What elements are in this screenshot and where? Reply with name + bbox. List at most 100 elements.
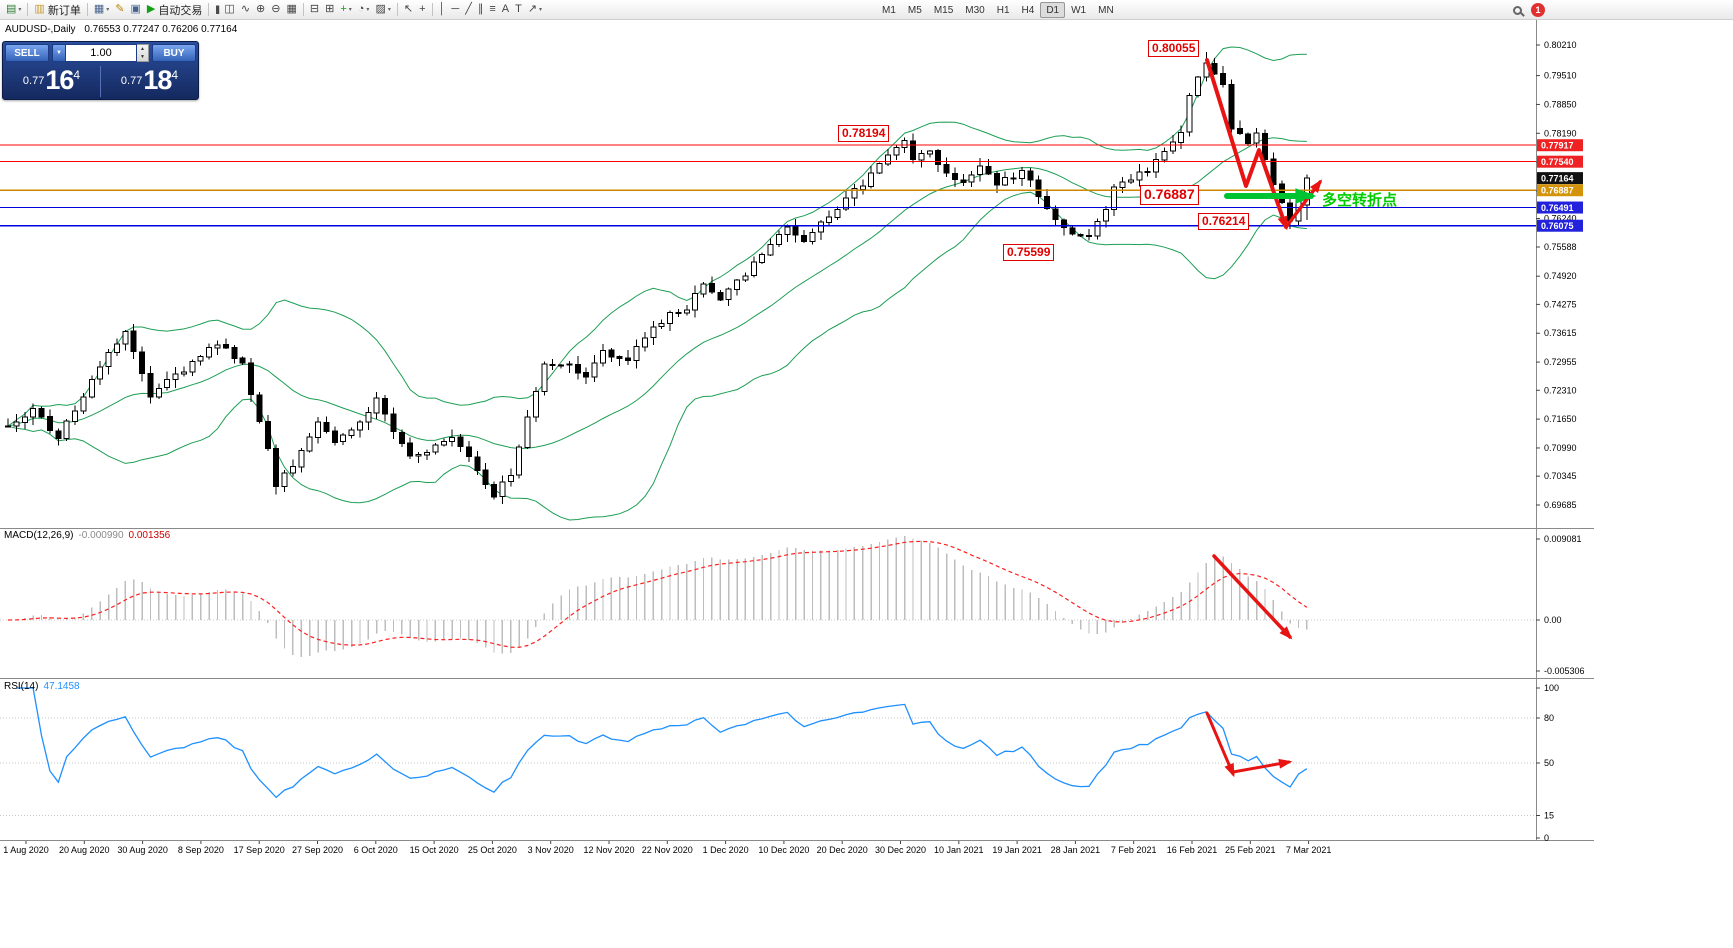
macd-down-arrow	[1212, 554, 1292, 639]
buy-price-pipette: 4	[171, 68, 179, 82]
date-tick-label: 30 Dec 2020	[875, 845, 926, 855]
timeframe-mn-button[interactable]: MN	[1098, 4, 1114, 16]
tile-windows-button[interactable]: ▦	[283, 1, 299, 19]
crosshair-tool-button[interactable]: +	[416, 1, 428, 19]
bar-chart-type-icon: |||	[215, 4, 220, 14]
volume-dropdown-button[interactable]: ▼	[52, 44, 66, 62]
zoom-out-icon: ⊖	[271, 3, 281, 15]
timeframe-m30-button[interactable]: M30	[965, 4, 985, 16]
price-tick-label: 0.72955	[1544, 357, 1577, 367]
toolbar-separator	[208, 3, 210, 16]
chevron-down-icon: ▾	[366, 7, 370, 13]
sell-button[interactable]: SELL	[5, 44, 49, 62]
cursor-tool-button[interactable]: ↖	[401, 1, 416, 19]
sell-price: 0.77 16 4	[3, 64, 100, 99]
buy-button[interactable]: BUY	[152, 44, 196, 62]
text-tool-button[interactable]: A	[499, 1, 512, 19]
new-chart-icon: ▤	[6, 3, 17, 15]
horizontal-line-tool-icon: ─	[451, 3, 460, 15]
market-watch-button[interactable]: ▣	[127, 1, 143, 19]
cascade-windows-button[interactable]: ⊞	[322, 1, 337, 19]
timeframe-h4-button[interactable]: H4	[1021, 4, 1035, 16]
text-tool-icon: A	[501, 3, 510, 15]
date-tick-label: 6 Oct 2020	[354, 845, 398, 855]
svg-text:-0.005306: -0.005306	[1544, 666, 1585, 676]
price-tag-text: 0.77540	[1541, 157, 1574, 167]
trendline-tool-button[interactable]: ╱	[462, 1, 475, 19]
price-tag-text: 0.77164	[1541, 174, 1574, 184]
timeframe-h1-button[interactable]: H1	[996, 4, 1010, 16]
price-callout: 0.78194	[838, 125, 890, 142]
notifications-badge[interactable]: 1	[1531, 3, 1545, 17]
date-tick-label: 7 Mar 2021	[1286, 845, 1332, 855]
svg-text:100: 100	[1544, 683, 1559, 693]
date-axis[interactable]	[25, 841, 1310, 844]
date-tick-label: 12 Nov 2020	[583, 845, 634, 855]
date-tick-label: 19 Jan 2021	[992, 845, 1042, 855]
templates-button[interactable]: ▨ ▾	[372, 1, 393, 19]
chevron-down-icon: ▾	[348, 7, 352, 13]
metaeditor-button[interactable]: ✎	[112, 1, 127, 19]
price-tag	[1537, 219, 1583, 232]
timeframes-toolbar: M1 M5 M15 M30 H1 H4 D1 W1 MN	[876, 2, 1120, 18]
new-indicator-button[interactable]: + ▾	[337, 1, 354, 19]
arrange-windows-button[interactable]: ⊟	[307, 1, 322, 19]
toolbar-separator	[302, 3, 304, 16]
chevron-down-icon: ▾	[387, 7, 391, 13]
one-click-trading-panel: SELL ▼ 1.00 ▲ ▼ BUY 0.77 16 4 0.77 18 4	[2, 41, 199, 100]
volume-stepper[interactable]: ▲ ▼	[137, 44, 149, 62]
zoom-out-button[interactable]: ⊖	[268, 1, 283, 19]
chevron-down-icon: ▾	[106, 7, 110, 13]
channel-tool-button[interactable]: ∥	[475, 1, 487, 19]
price-tag-text: 0.77917	[1541, 141, 1574, 151]
zoom-in-icon: ⊕	[256, 3, 266, 15]
search-icon[interactable]	[1513, 5, 1522, 15]
date-tick-label: 3 Nov 2020	[528, 845, 574, 855]
horizontal-line-tool-button[interactable]: ─	[448, 1, 462, 19]
new-chart-button[interactable]: ▤ ▾	[3, 1, 24, 19]
timeframe-m15-button[interactable]: M15	[933, 4, 954, 16]
ohlc-values: 0.76553 0.77247 0.76206 0.77164	[84, 24, 238, 35]
toolbar-separator	[86, 3, 88, 16]
price-tick-label: 0.74920	[1544, 271, 1577, 281]
zoom-in-button[interactable]: ⊕	[253, 1, 268, 19]
rsi-line	[16, 687, 1308, 799]
periodicity-button[interactable]: ◔ ▾	[355, 1, 373, 19]
buy-price-big-digits: 18	[143, 65, 172, 95]
line-chart-type-icon: ∿	[240, 3, 251, 15]
timeframe-m1-button[interactable]: M1	[882, 4, 896, 16]
timeframe-m5-button[interactable]: M5	[907, 4, 922, 16]
price-tick-label: 0.76240	[1544, 214, 1577, 224]
auto-trading-button[interactable]: ▶ 自动交易	[144, 1, 205, 19]
sell-price-pipette: 4	[73, 68, 81, 82]
metaeditor-icon: ✎	[115, 3, 125, 15]
stepper-up-icon[interactable]: ▲	[140, 46, 145, 52]
stepper-down-icon[interactable]: ▼	[140, 54, 145, 60]
text-label-tool-icon: T	[515, 3, 522, 15]
macd-main-value: -0.000990	[78, 530, 124, 541]
price-divider	[100, 66, 101, 97]
candlestick-type-button[interactable]: ◫	[221, 1, 237, 19]
timeframe-w1-button[interactable]: W1	[1071, 4, 1087, 16]
vertical-line-tool-icon: │	[438, 3, 446, 15]
volume-input[interactable]: 1.00	[66, 44, 137, 62]
svg-text:0.009081: 0.009081	[1544, 534, 1582, 544]
vertical-line-tool-button[interactable]: │	[436, 1, 449, 19]
arrows-tool-button[interactable]: ↗ ▾	[525, 1, 545, 19]
price-tag	[1537, 201, 1583, 214]
line-chart-type-button[interactable]: ∿	[238, 1, 253, 19]
toolbar-separator	[431, 3, 433, 16]
price-tags	[1537, 139, 1583, 232]
price-tick-label: 0.73615	[1544, 328, 1577, 338]
text-label-tool-button[interactable]: T	[512, 1, 525, 19]
main-toolbar: ▤ ▾ ▥ 新订单 ▦ ▾ ✎ ▣ ▶ 自动交易 ||| ◫ ∿ ⊕ ⊖ ▦ ⊟ ⊞ + ▾ ◔ ▾ ▨ ▾ ↖ + │ ─ ╱ ∥ ≡ A T…	[0, 0, 1733, 20]
timeframe-d1-button[interactable]: D1	[1040, 2, 1066, 18]
macd-indicator-label: MACD(12,26,9) -0.000990 0.001356	[4, 530, 170, 541]
fibonacci-tool-button[interactable]: ≡	[486, 1, 498, 19]
profiles-button[interactable]: ▦ ▾	[91, 1, 112, 19]
bar-chart-type-button[interactable]: |||	[212, 1, 221, 19]
new-order-button[interactable]: ▥ 新订单	[31, 1, 83, 19]
price-tick-label: 0.70990	[1544, 443, 1577, 453]
